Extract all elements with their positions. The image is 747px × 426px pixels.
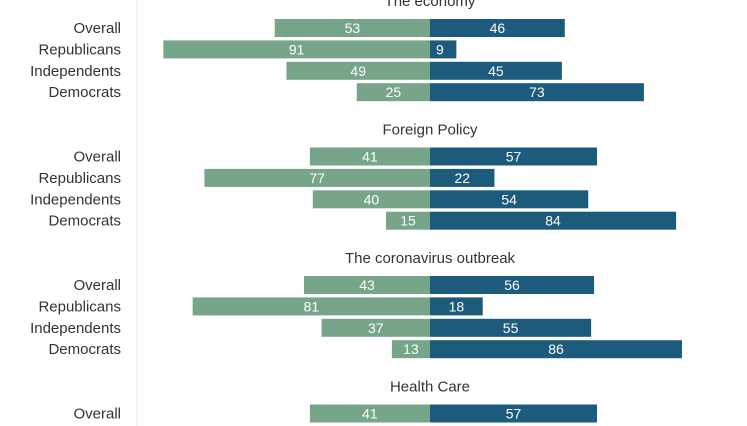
value-label-left: 43 (359, 277, 375, 293)
value-label-right: 73 (529, 84, 545, 100)
row-label: Independents (30, 320, 121, 337)
value-label-right: 54 (501, 191, 517, 207)
row-label: Democrats (48, 84, 121, 101)
bar-left (386, 211, 430, 230)
section-title: Health Care (390, 379, 470, 396)
bar-right (430, 340, 682, 359)
value-label-right: 46 (490, 20, 506, 36)
value-label-left: 40 (364, 191, 380, 207)
value-label-left: 41 (362, 406, 378, 422)
row-label: Republicans (38, 298, 121, 315)
value-label-right: 57 (506, 149, 522, 165)
value-label-right: 86 (548, 341, 564, 357)
value-label-right: 9 (436, 41, 444, 57)
bar-left (286, 61, 430, 80)
bar-left (312, 190, 430, 209)
value-label-right: 84 (545, 213, 561, 229)
value-label-left: 49 (350, 63, 366, 79)
value-label-left: 15 (400, 213, 416, 229)
chart-marks: The economy Overall 53 46 Republicans 91 9 Inde… (30, 0, 682, 423)
bar-left (391, 340, 430, 359)
row-label: Independents (30, 191, 121, 208)
bar-right (430, 404, 598, 423)
bar-left (192, 297, 430, 316)
value-label-left: 77 (309, 170, 325, 186)
row-label: Overall (73, 406, 121, 423)
bar-left (304, 276, 430, 294)
bar-right (430, 297, 483, 316)
row-label: Democrats (48, 341, 121, 358)
section-title: Foreign Policy (382, 122, 478, 139)
bar-left (321, 318, 430, 337)
bar-right (430, 190, 589, 209)
value-label-right: 55 (503, 320, 519, 336)
value-label-right: 22 (454, 170, 470, 186)
value-label-right: 56 (504, 277, 520, 293)
value-label-left: 37 (368, 320, 384, 336)
section-title: The coronavirus outbreak (345, 250, 516, 267)
bar-right (430, 318, 592, 337)
bar-left (204, 168, 430, 187)
bar-left (274, 19, 430, 37)
value-label-left: 91 (289, 41, 305, 57)
row-label: Overall (73, 277, 121, 294)
bar-right (430, 211, 677, 230)
value-label-left: 53 (345, 20, 361, 36)
bar-right (430, 168, 495, 187)
bar-right (430, 19, 565, 37)
bar-right (430, 83, 644, 102)
value-label-right: 57 (506, 406, 522, 422)
value-label-right: 18 (449, 298, 465, 314)
row-label: Independents (30, 63, 121, 80)
value-label-left: 25 (386, 84, 402, 100)
row-label: Overall (73, 149, 121, 166)
row-label: Republicans (38, 41, 121, 58)
value-label-left: 81 (304, 298, 320, 314)
bar-left (163, 40, 430, 59)
value-label-left: 41 (362, 149, 378, 165)
value-label-left: 13 (403, 341, 419, 357)
bar-right (430, 61, 562, 80)
bar-left (356, 83, 430, 102)
bar-left (309, 147, 430, 166)
bar-right (430, 276, 595, 294)
bar-right (430, 147, 598, 166)
row-label: Overall (73, 20, 121, 37)
row-label: Democrats (48, 213, 121, 230)
bar-left (309, 404, 430, 423)
bar-right (430, 40, 457, 59)
row-label: Republicans (38, 170, 121, 187)
value-label-right: 45 (488, 63, 504, 79)
section-title: The economy (385, 0, 476, 10)
